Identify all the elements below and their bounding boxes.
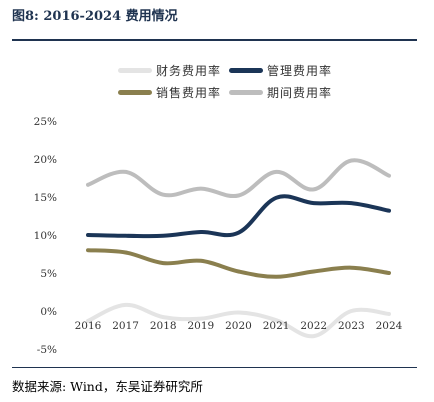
x-tick-label: 2019 [188, 320, 215, 332]
source-note: 数据来源: Wind，东吴证券研究所 [12, 379, 203, 394]
y-tick-label: 25% [34, 116, 57, 128]
legend-row-2: 销售费用率 期间费用率 [118, 84, 340, 101]
series-line-financial [86, 302, 391, 339]
bottom-rule [12, 367, 417, 368]
legend-item-selling[interactable]: 销售费用率 [118, 84, 221, 101]
figure-title: 图8: 2016-2024 费用情况 [12, 9, 178, 24]
x-tick-label: 2020 [225, 320, 252, 332]
x-tick-label: 2022 [300, 320, 327, 332]
legend-label-admin: 管理费用率 [267, 64, 333, 78]
legend-swatch-selling [118, 90, 152, 95]
legend-row-1: 财务费用率 管理费用率 [118, 62, 340, 79]
legend-label-financial: 财务费用率 [156, 64, 222, 78]
legend-item-financial[interactable]: 财务费用率 [118, 62, 221, 79]
x-tick-label: 2021 [263, 320, 290, 332]
x-tick-label: 2024 [376, 320, 403, 332]
y-tick-label: -5% [37, 344, 57, 356]
y-tick-label: 10% [34, 230, 57, 242]
legend-item-admin[interactable]: 管理费用率 [229, 62, 332, 79]
y-tick-label: 5% [40, 268, 57, 280]
y-tick-label: 0% [40, 306, 57, 318]
x-tick-label: 2018 [150, 320, 177, 332]
y-tick-label: 20% [34, 154, 57, 166]
legend-item-period[interactable]: 期间费用率 [229, 84, 332, 101]
series-line-admin [86, 194, 391, 239]
legend-swatch-financial [118, 68, 152, 73]
series-line-period [86, 158, 391, 199]
top-rule [12, 39, 417, 41]
legend-label-period: 期间费用率 [267, 86, 333, 100]
legend-label-selling: 销售费用率 [156, 86, 222, 100]
legend-swatch-admin [229, 68, 264, 73]
legend-swatch-period [229, 90, 264, 95]
series-line-selling [86, 248, 391, 279]
x-tick-label: 2023 [338, 320, 365, 332]
y-tick-label: 15% [34, 192, 57, 204]
x-tick-label: 2017 [112, 320, 139, 332]
x-tick-label: 2016 [75, 320, 102, 332]
